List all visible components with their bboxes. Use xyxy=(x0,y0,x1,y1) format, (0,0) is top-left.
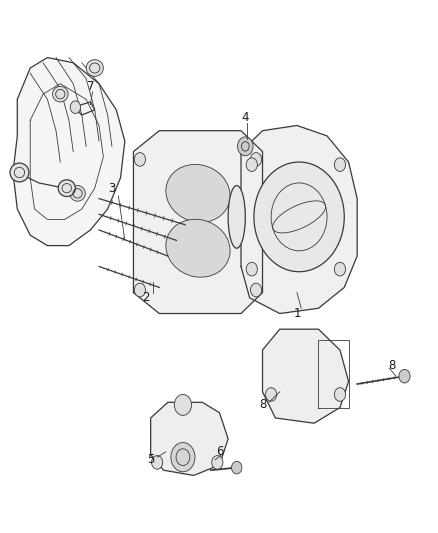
Ellipse shape xyxy=(166,164,230,222)
Circle shape xyxy=(134,283,145,297)
Circle shape xyxy=(134,152,145,166)
Circle shape xyxy=(211,456,223,469)
Circle shape xyxy=(70,101,80,114)
Circle shape xyxy=(253,162,343,272)
Ellipse shape xyxy=(228,185,245,248)
Ellipse shape xyxy=(86,60,103,76)
Polygon shape xyxy=(133,131,262,313)
Ellipse shape xyxy=(70,185,85,201)
Circle shape xyxy=(398,369,409,383)
Circle shape xyxy=(334,158,345,172)
Ellipse shape xyxy=(53,86,68,102)
Text: 5: 5 xyxy=(147,453,154,466)
Circle shape xyxy=(250,152,261,166)
Circle shape xyxy=(151,456,162,469)
Polygon shape xyxy=(240,125,357,313)
Circle shape xyxy=(170,442,194,472)
Polygon shape xyxy=(13,58,124,246)
Text: 6: 6 xyxy=(215,446,223,458)
Text: 7: 7 xyxy=(86,80,94,93)
Text: 4: 4 xyxy=(241,111,248,124)
Text: 8: 8 xyxy=(387,359,394,372)
Polygon shape xyxy=(262,329,348,423)
Circle shape xyxy=(237,137,252,156)
Ellipse shape xyxy=(166,219,230,277)
Ellipse shape xyxy=(58,180,75,197)
Text: 2: 2 xyxy=(142,292,150,304)
Circle shape xyxy=(334,387,345,401)
Circle shape xyxy=(265,387,276,401)
Circle shape xyxy=(174,394,191,415)
Circle shape xyxy=(246,262,257,276)
Circle shape xyxy=(250,283,261,297)
Ellipse shape xyxy=(10,163,29,182)
Polygon shape xyxy=(150,402,228,475)
Circle shape xyxy=(246,158,257,172)
Text: 1: 1 xyxy=(293,307,300,320)
Text: 3: 3 xyxy=(108,182,115,195)
Circle shape xyxy=(334,262,345,276)
Text: 8: 8 xyxy=(258,399,265,411)
Circle shape xyxy=(231,462,241,474)
